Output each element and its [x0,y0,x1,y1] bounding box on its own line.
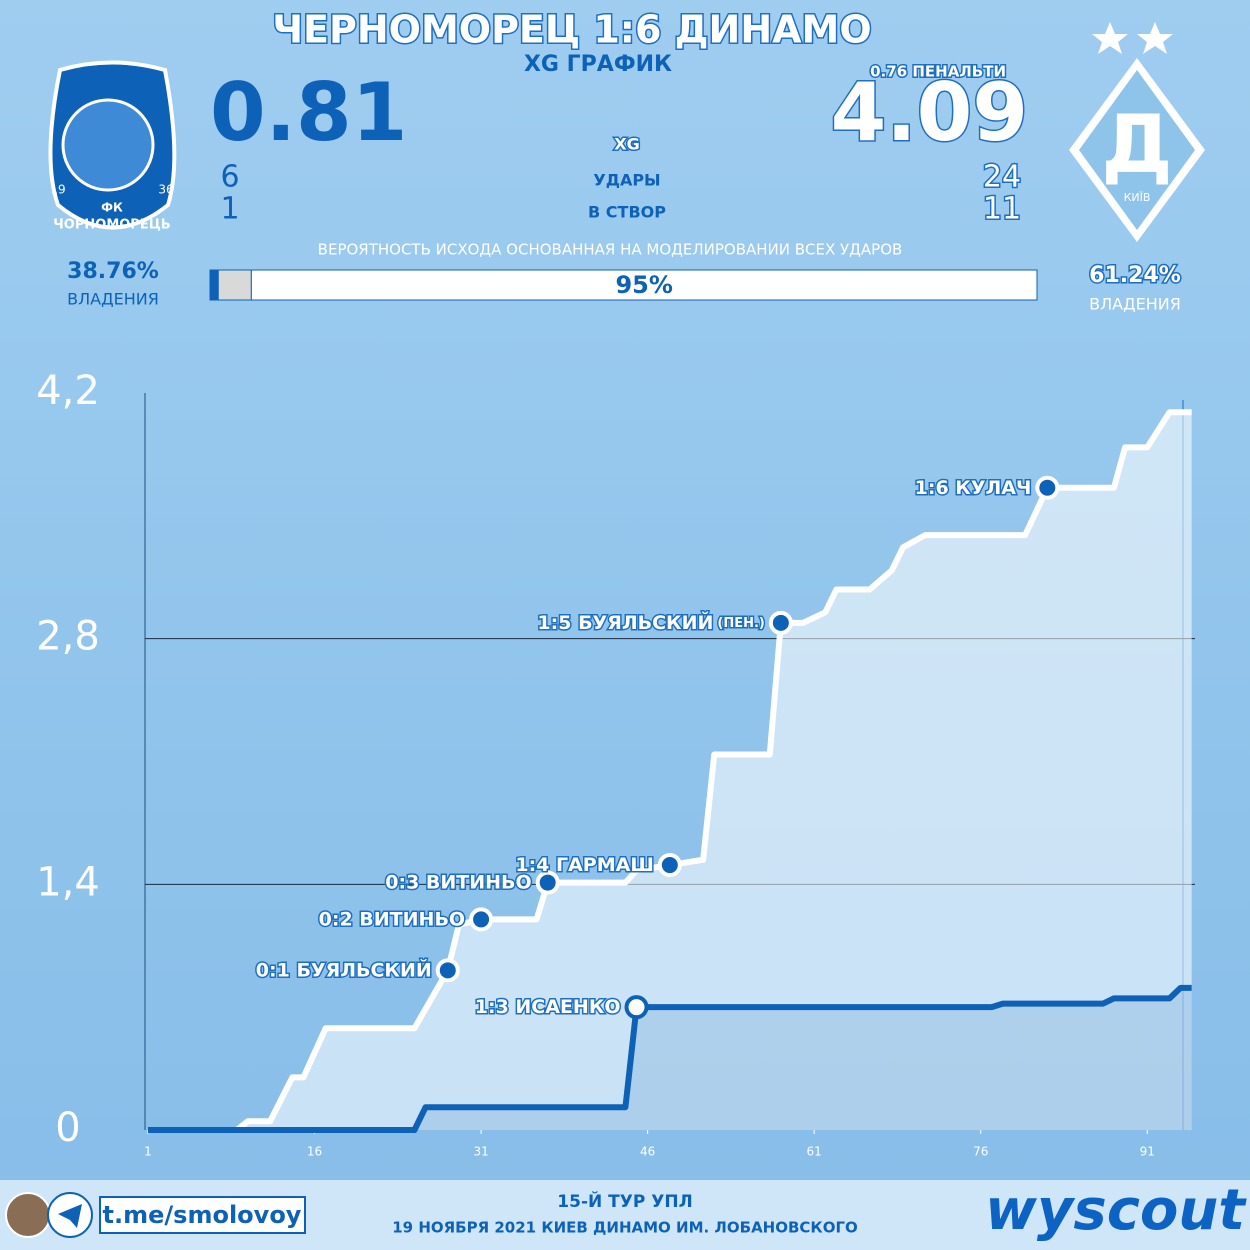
away-logo-letter: Д [1101,98,1172,191]
home-logo-name: ЧОРНОМОРЕЦЬ [53,218,170,233]
goal-marker [1035,475,1060,500]
goal-name: 0:2 ВИТИНЬО [319,908,465,930]
outcome-segment [250,269,1038,301]
series-area [148,987,1192,1130]
avatar [5,1192,51,1238]
goal-name: 0:1 БУЯЛЬСКИЙ [256,958,432,981]
outcome-caption: ВЕРОЯТНОСТЬ ИСХОДА ОСНОВАННАЯ НА МОДЕЛИР… [318,241,903,259]
match-details: 19 НОЯБРЯ 2021 КИЕВ ДИНАМО ИМ. ЛОБАНОВСК… [392,1219,858,1237]
outcome-segment [217,269,252,301]
stat-label: XG [614,135,639,154]
brand: wyscout [985,1178,1247,1243]
x-tick-label: 1 [144,1145,152,1159]
series-line [148,984,1192,1133]
goal-marker [469,907,494,932]
home-possession: 38.76% [67,259,159,284]
series-line [148,409,1192,1133]
stat-label: УДАРЫ [593,171,660,190]
possession-label: ВЛАДЕНИЯ [67,290,159,309]
y-tick-label: 0 [55,1105,80,1151]
x-tick-label: 16 [307,1145,322,1159]
goal-label: 0:2 ВИТИНЬО [319,908,465,930]
home-on-target: 1 [220,192,239,227]
away-penalty: 0.76 ПЕНАЛЬТИ [870,63,1006,81]
outcome-segment [209,269,219,301]
away-on-target: 11 [983,192,1021,227]
outcome-label: 95% [615,271,672,299]
goal-label: 0:3 ВИТИНЬО [385,871,531,893]
link-box[interactable] [99,1196,306,1234]
goal-label: 0:1 БУЯЛЬСКИЙ [256,958,432,981]
goal-name: 0:3 ВИТИНЬО [385,871,531,893]
home-logo: ФК ЧОРНОМОРЕЦЬ 19 36 [48,60,177,233]
series-area [148,412,1192,1130]
goal-marker [657,853,682,878]
title: ЧЕРНОМОРЕЦ 1:6 ДИНАМО [272,8,871,52]
goal-marker [624,995,649,1020]
round: 15-Й ТУР УПЛ [557,1190,692,1212]
home-shots: 6 [220,160,239,195]
goal-marker [435,958,460,983]
goal-name: 1:6 КУЛАЧ [915,476,1032,498]
goal-name: 1:4 ГАРМАШ [515,854,653,876]
x-tick-label: 76 [973,1145,988,1159]
goal-label: 1:3 ИСАЕНКО [475,996,621,1018]
x-tick-label: 46 [640,1145,655,1159]
goal-label: 1:4 ГАРМАШ [515,854,653,876]
subtitle: XG ГРАФИК [524,52,672,77]
link[interactable]: t.me/smolovoy [103,1201,302,1229]
goal-label: 1:6 КУЛАЧ [915,476,1032,498]
possession-label: ВЛАДЕНИЯ [1089,295,1181,314]
away-shots: 24 [983,160,1021,195]
y-tick-label: 2,8 [36,614,100,660]
home-xg: 0.81 [210,66,407,159]
goal-name: 1:5 БУЯЛЬСКИЙ [537,610,713,633]
chart: 0 1,4 2,8 4,2 1 16 31 46 61 76 91 0:1 БУЯЛЬСКИЙ 0:2 … [36,368,1195,1159]
away-xg: 4.09 [831,66,1028,159]
y-tick-label: 4,2 [36,368,100,414]
away-logo-city: КИЇВ [1124,191,1151,204]
goal-marker [535,870,560,895]
x-tick-label: 31 [473,1145,488,1159]
goal-label: 1:5 БУЯЛЬСКИЙ (ПЕН.) [537,610,764,633]
away-possession: 61.24% [1089,263,1181,288]
away-logo: Д КИЇВ [1069,22,1205,242]
telegram-arrow [58,1204,82,1228]
x-tick-label: 61 [807,1145,822,1159]
outcome-bar: 95% [209,269,1038,301]
goal-marker [768,610,793,635]
y-tick-label: 1,4 [36,859,100,905]
home-logo-fc: ФК [101,201,123,215]
stat-label: В СТВОР [588,203,666,222]
x-tick-label: 91 [1140,1145,1155,1159]
goal-note: (ПЕН.) [717,615,764,630]
goal-name: 1:3 ИСАЕНКО [475,996,621,1018]
home-logo-year: 36 [158,183,173,197]
home-logo-year: 19 [50,183,65,197]
